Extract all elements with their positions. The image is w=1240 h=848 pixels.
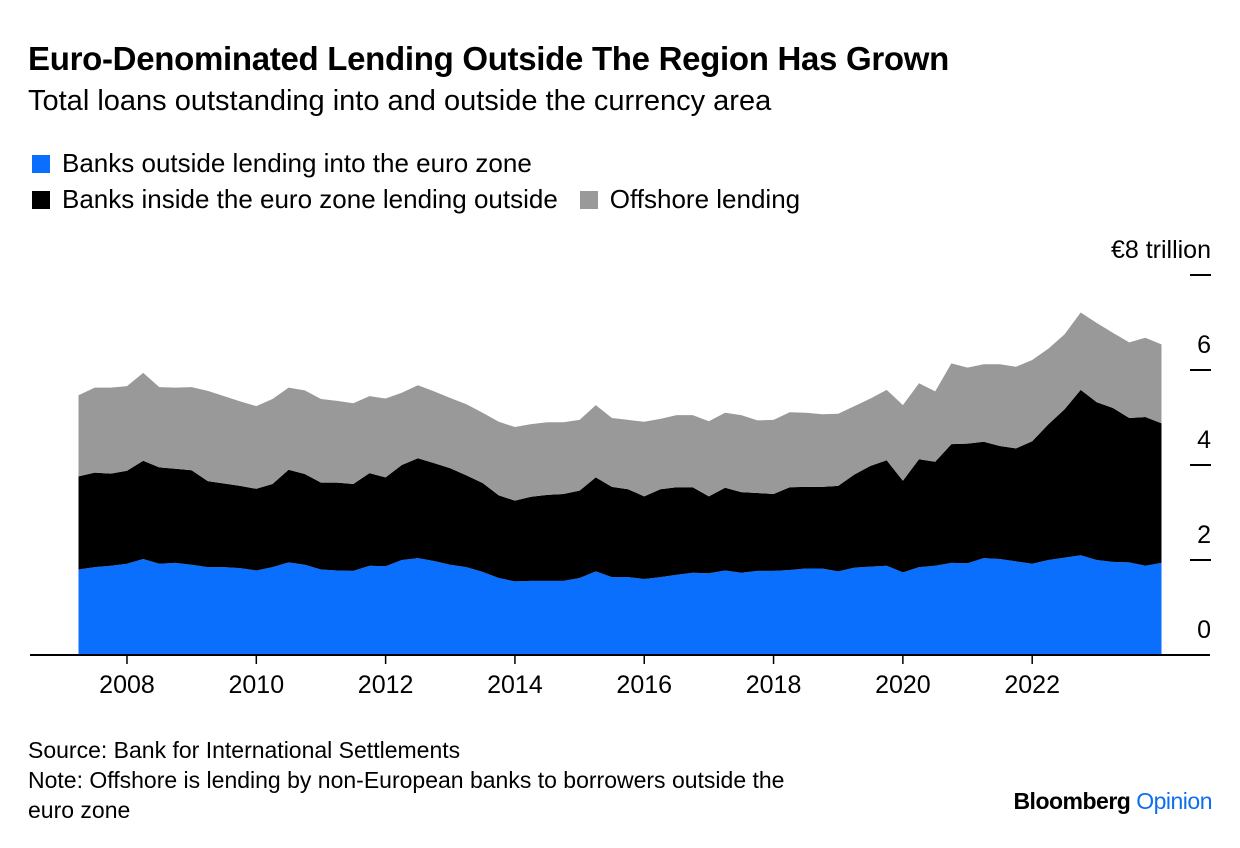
x-tick-label-2010: 2010 — [228, 671, 284, 699]
x-tick-label-2020: 2020 — [875, 671, 931, 699]
legend-swatch-gray — [579, 190, 598, 209]
source-text: Source: Bank for International Settlemen… — [28, 737, 461, 763]
legend-item-offshore: Offshore lending — [579, 184, 801, 215]
y-tick-label-4: 4 — [1197, 426, 1211, 454]
legend-label: Offshore lending — [609, 184, 801, 214]
area-series-offshore — [78, 312, 1162, 501]
y-tick-label-0: 0 — [1197, 616, 1211, 644]
y-tick-label-8: €8 trillion — [1111, 236, 1211, 264]
x-tick-label-2014: 2014 — [487, 671, 543, 699]
x-tick-label-2008: 2008 — [99, 671, 155, 699]
legend-row-1: Banks outside lending into the euro zone — [32, 148, 554, 179]
x-tick-label-2018: 2018 — [746, 671, 802, 699]
note-text-line-2: euro zone — [28, 797, 131, 823]
source-notes: Source: Bank for International Settlemen… — [28, 735, 784, 825]
x-tick-label-2012: 2012 — [358, 671, 414, 699]
legend-label: Banks inside the euro zone lending outsi… — [62, 184, 558, 214]
legend-item-outside-banks: Banks outside lending into the euro zone — [32, 148, 532, 179]
chart-subtitle: Total loans outstanding into and outside… — [28, 85, 772, 117]
y-tick-label-2: 2 — [1197, 521, 1211, 549]
chart-title: Euro-Denominated Lending Outside The Reg… — [28, 40, 949, 77]
legend-item-inside-banks: Banks inside the euro zone lending outsi… — [32, 184, 558, 215]
legend-label: Banks outside lending into the euro zone — [62, 148, 532, 178]
legend-swatch-black — [32, 190, 50, 209]
brand-name: Bloomberg — [1013, 788, 1131, 814]
area-series-inside-banks — [78, 389, 1162, 582]
x-tick-label-2022: 2022 — [1004, 671, 1060, 699]
brand-suffix: Opinion — [1136, 788, 1212, 814]
legend-row-2: Banks inside the euro zone lending outsi… — [32, 184, 822, 215]
area-series-outside-banks — [78, 555, 1162, 655]
y-tick-label-6: 6 — [1197, 331, 1211, 359]
note-text-line-1: Note: Offshore is lending by non-Europea… — [28, 767, 785, 793]
legend-swatch-blue — [32, 154, 50, 173]
bloomberg-opinion-logo: Bloomberg Opinion — [1013, 788, 1212, 815]
x-tick-label-2016: 2016 — [616, 671, 672, 699]
